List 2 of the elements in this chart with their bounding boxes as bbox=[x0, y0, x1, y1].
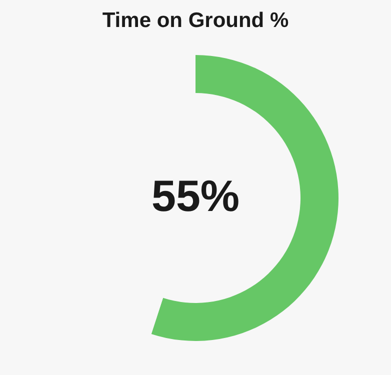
chart-title: Time on Ground % bbox=[102, 9, 289, 32]
data-label: 55% bbox=[151, 172, 240, 221]
